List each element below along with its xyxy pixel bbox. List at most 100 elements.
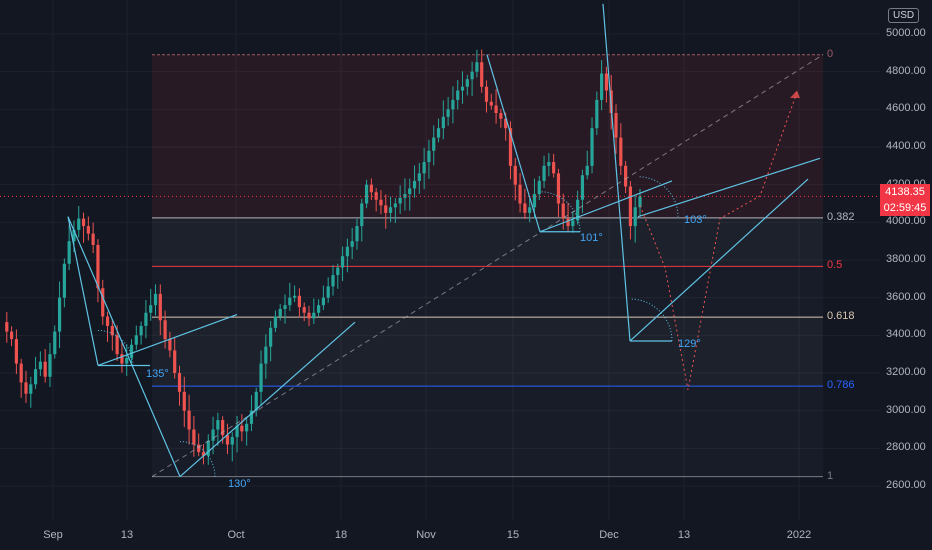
time-axis[interactable]: Sep 13 Oct 18 Nov 15 Dec 13 2022 <box>0 520 880 550</box>
candle-body <box>321 297 325 306</box>
candle-body <box>81 218 86 227</box>
angle-label: 129° <box>678 338 701 350</box>
candle-body <box>422 162 426 174</box>
price-tick-label: 3800.00 <box>886 253 926 265</box>
candle-body <box>614 113 618 138</box>
price-tick-label: 4600.00 <box>886 102 926 115</box>
candle-body <box>465 79 469 87</box>
candle-body <box>624 165 628 187</box>
candle-body <box>628 186 633 227</box>
trend-drawing-line <box>486 54 541 232</box>
candle-body <box>5 322 9 332</box>
angle-label: 103° <box>684 214 707 226</box>
candle-body <box>211 429 215 441</box>
price-tick-label: 4000.00 <box>886 215 926 228</box>
candle-body <box>451 99 455 110</box>
angle-label: 101° <box>580 232 603 244</box>
trend-drawing-line <box>637 157 821 218</box>
price-tick-label: 3600.00 <box>886 290 926 303</box>
currency-badge[interactable]: USD <box>888 8 920 23</box>
candle-body <box>33 369 38 385</box>
candle-body <box>38 361 42 370</box>
candle-body <box>432 137 436 151</box>
candle-body <box>542 165 546 181</box>
candle-body <box>379 199 383 206</box>
candle-body <box>384 205 388 213</box>
trend-drawing-line <box>67 216 181 477</box>
candle-body <box>436 128 441 138</box>
time-tick-label: Oct <box>227 529 245 541</box>
candle-body <box>360 203 364 227</box>
candle-body <box>240 425 244 432</box>
price-axis[interactable]: 5000.004800.004600.004400.004200.004000.… <box>880 0 932 520</box>
candle-body <box>355 226 359 242</box>
candle-body <box>278 308 282 317</box>
projection-arrowhead <box>790 90 800 99</box>
candle-body <box>230 437 234 445</box>
dashed-trend-line <box>151 54 824 478</box>
candle-body <box>225 435 230 445</box>
candle-body <box>513 165 517 185</box>
candle-body <box>168 339 172 351</box>
candle-body <box>125 357 129 364</box>
time-tick-label: Sep <box>43 529 63 541</box>
candle-body <box>345 246 349 257</box>
candle-body <box>460 86 465 91</box>
time-tick-label: 18 <box>334 529 348 541</box>
candle-body <box>29 384 33 394</box>
fib-zone <box>152 54 823 218</box>
candle-body <box>537 180 541 195</box>
candle-body <box>638 196 642 208</box>
candle-body <box>245 423 249 432</box>
candle-body <box>192 429 196 445</box>
candle-body <box>254 391 258 411</box>
fib-level-label: 0 <box>827 47 834 60</box>
candle-body <box>480 62 484 87</box>
trend-drawing-line <box>602 3 631 342</box>
angle-arc <box>97 329 134 366</box>
candle-body <box>456 90 460 100</box>
candle-body <box>177 373 182 392</box>
candle-body <box>24 382 28 394</box>
candle-body <box>57 297 62 332</box>
time-tick-label: Nov <box>416 529 436 541</box>
candle-body <box>259 363 263 392</box>
candle-body <box>619 137 623 166</box>
candle-body <box>249 410 254 424</box>
candle-body <box>556 173 561 204</box>
candle-body <box>412 180 417 189</box>
candle-body <box>77 218 81 230</box>
fib-level-label: 0.618 <box>827 310 855 323</box>
candle-body <box>72 229 76 242</box>
price-tick-label: 5000.00 <box>886 27 926 39</box>
candle-body <box>604 73 609 91</box>
time-tick-label: Dec <box>599 529 619 541</box>
candle-body <box>163 320 167 340</box>
price-tick-label: 3400.00 <box>886 328 926 341</box>
fib-level-label: 0.5 <box>827 259 843 272</box>
candle-body <box>19 363 23 383</box>
candle-body <box>528 207 532 213</box>
price-tick-label: 3000.00 <box>886 403 926 416</box>
candle-body <box>105 316 110 326</box>
candle-body <box>173 350 177 373</box>
price-tick-label: 4400.00 <box>886 140 926 152</box>
candle-body <box>326 286 330 298</box>
candle-body <box>470 71 474 80</box>
plot-area[interactable] <box>0 0 880 520</box>
angle-label: 130° <box>228 478 251 490</box>
candle-body <box>369 184 373 193</box>
candle-body <box>187 410 191 430</box>
candle-body <box>417 173 421 181</box>
candle-body <box>388 207 393 213</box>
candle-body <box>197 444 201 453</box>
candle-body <box>566 218 570 227</box>
candle-body <box>201 452 206 456</box>
candle-body <box>53 331 57 355</box>
trend-drawing-line <box>539 180 673 233</box>
candle-body <box>307 312 311 319</box>
candle-body <box>86 226 90 234</box>
candle-body <box>153 293 158 306</box>
fib-level-label: 1 <box>827 469 834 482</box>
candle-body <box>14 339 18 364</box>
